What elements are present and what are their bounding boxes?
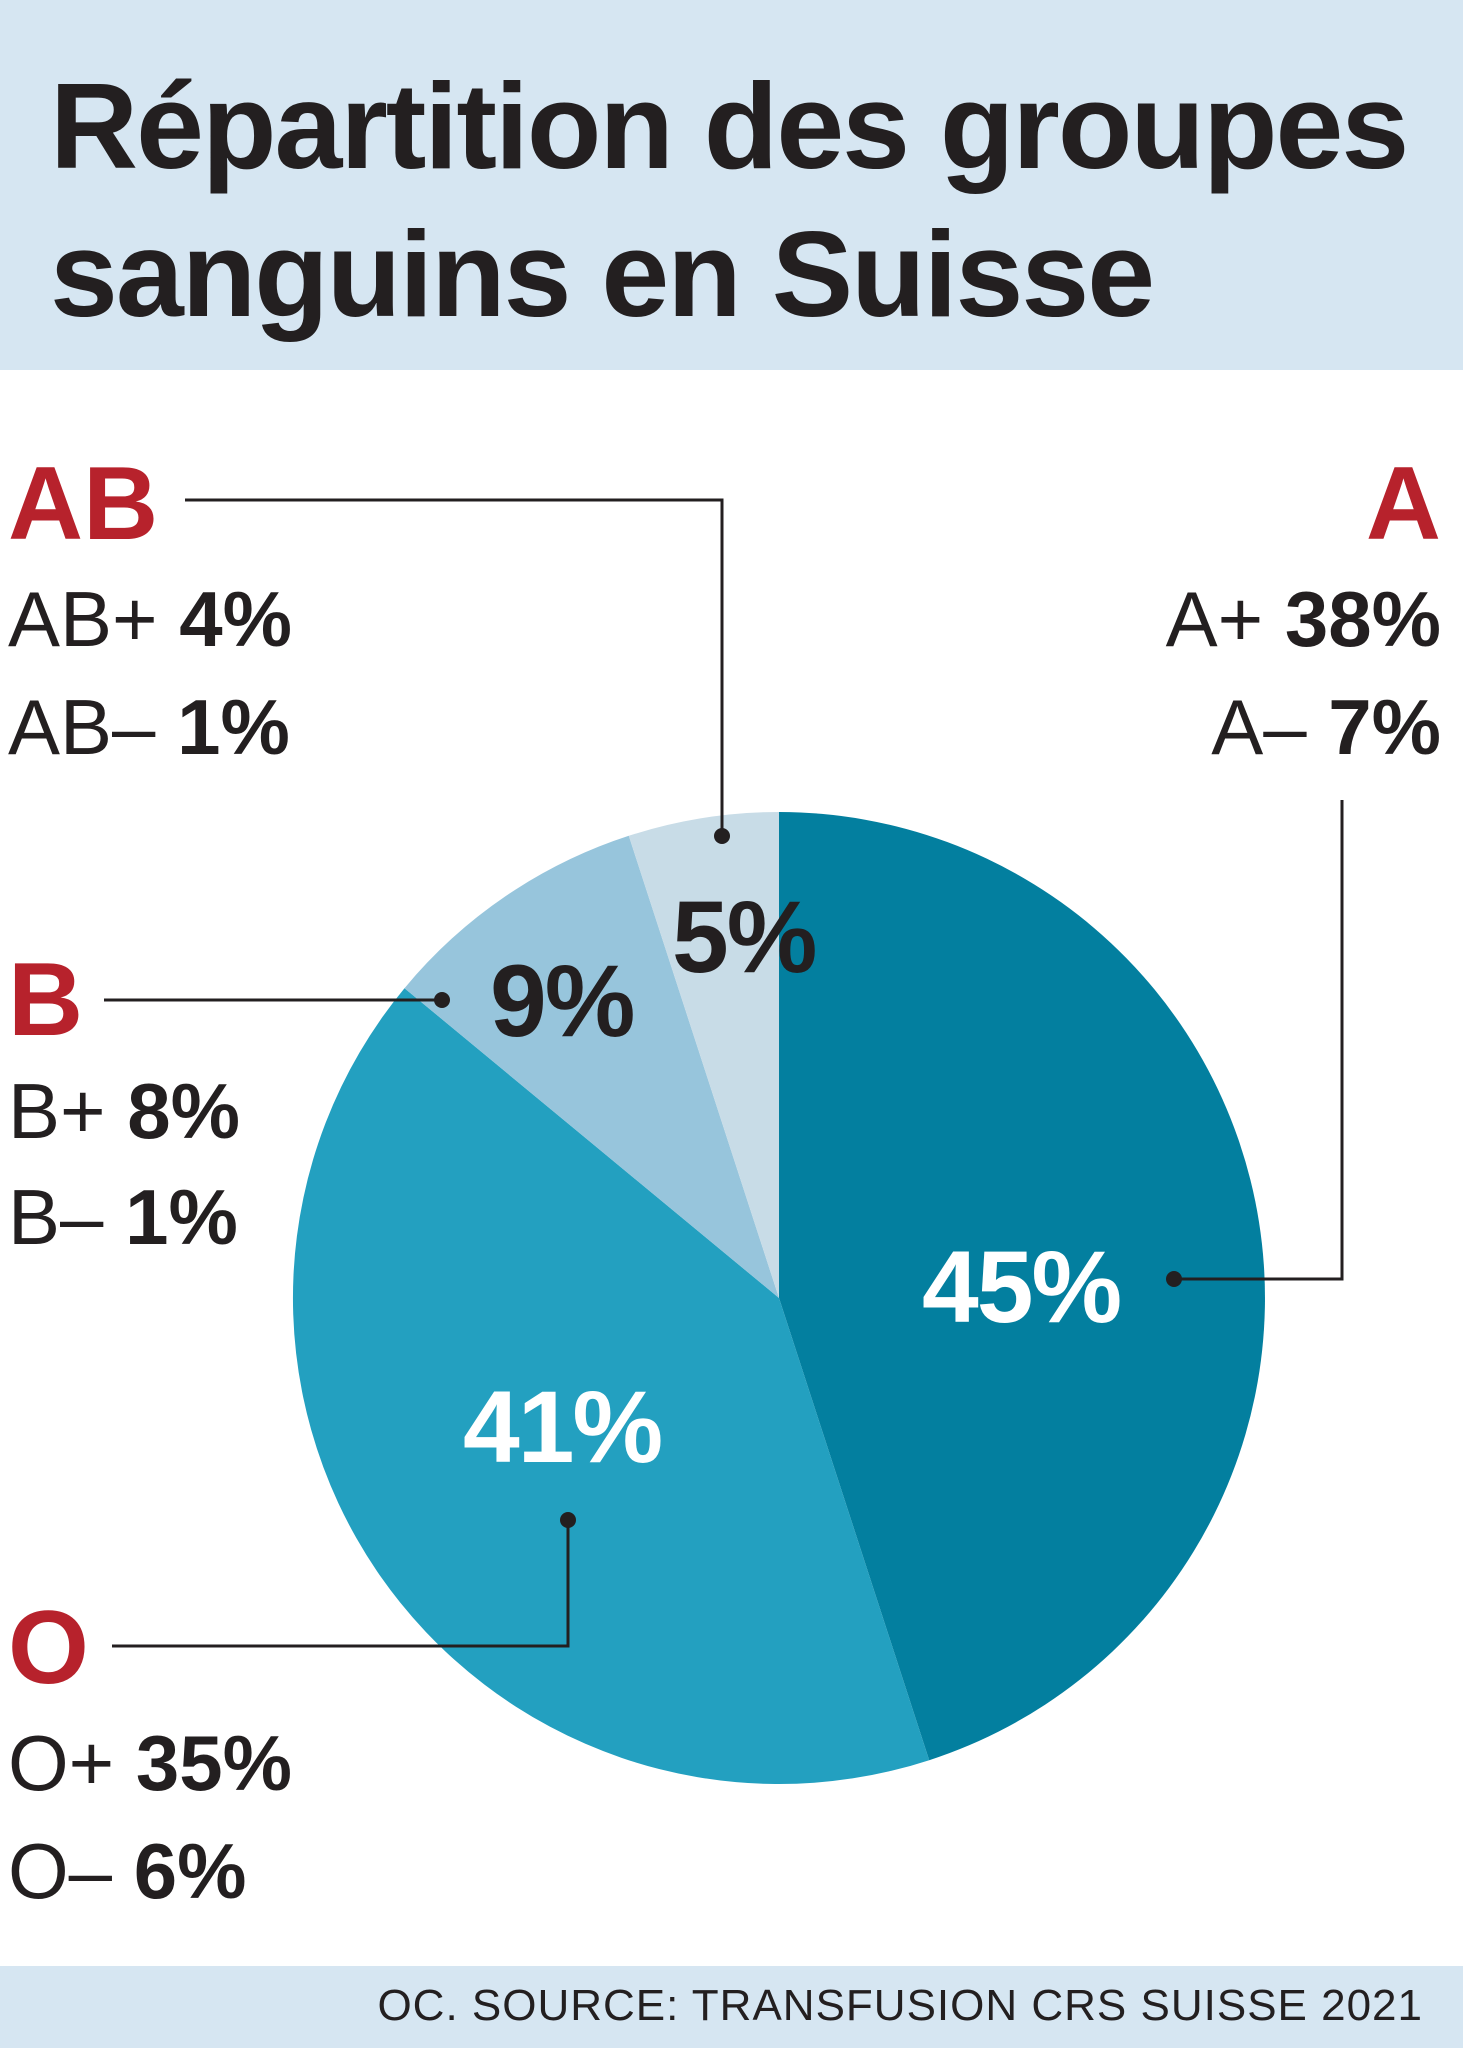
source-note: OC. SOURCE: TRANSFUSION CRS SUISSE 2021 [377, 1981, 1423, 2030]
leader-dot-a [1166, 1271, 1182, 1287]
group-name-o: O [8, 1590, 89, 1706]
title-banner: Répartition des groupes sanguins en Suiss… [0, 0, 1463, 370]
group-name-b: B [8, 942, 84, 1058]
leader-line-o [112, 1520, 570, 1648]
slice-label-o: 41% [463, 1370, 663, 1484]
group-name-a: A [1365, 446, 1441, 562]
leader-dot-o [560, 1512, 576, 1528]
leader-line-a [1174, 800, 1344, 1281]
subtype-b-minus: B– 1% [8, 1173, 238, 1261]
subtype-o-plus: O+ 35% [8, 1719, 293, 1807]
slice-label-a: 45% [922, 1230, 1122, 1344]
chart-title: Répartition des groupes sanguins en Suiss… [50, 52, 1409, 348]
leader-line-ab [185, 498, 724, 836]
subtype-ab-plus: AB+ 4% [8, 575, 293, 663]
subtype-a-minus: A– 7% [1211, 683, 1441, 771]
pie-slice-b [404, 835, 779, 1298]
subtype-a-plus: A+ 38% [1165, 575, 1441, 663]
title-line-1: Répartition des groupes [50, 58, 1409, 194]
subtype-ab-minus: AB– 1% [8, 683, 290, 771]
leader-lines [104, 498, 1344, 1648]
pie-slice-o [292, 988, 930, 1785]
footer-banner: OC. SOURCE: TRANSFUSION CRS SUISSE 2021 [0, 1966, 1463, 2048]
leader-dots [434, 828, 1182, 1528]
pie-slices [292, 812, 1265, 1785]
subtype-b-plus: B+ 8% [8, 1067, 240, 1155]
pie-slice-a [779, 812, 1265, 1761]
pie-slice-ab [628, 812, 779, 1298]
group-name-ab: AB [8, 446, 159, 562]
leader-dot-ab [714, 828, 730, 844]
slice-label-b: 9% [490, 944, 635, 1058]
subtype-o-minus: O– 6% [8, 1827, 247, 1915]
title-line-2: sanguins en Suisse [50, 206, 1155, 342]
slice-label-ab: 5% [672, 880, 817, 994]
pie-chart [104, 498, 1344, 1785]
leader-dot-b [434, 992, 450, 1008]
